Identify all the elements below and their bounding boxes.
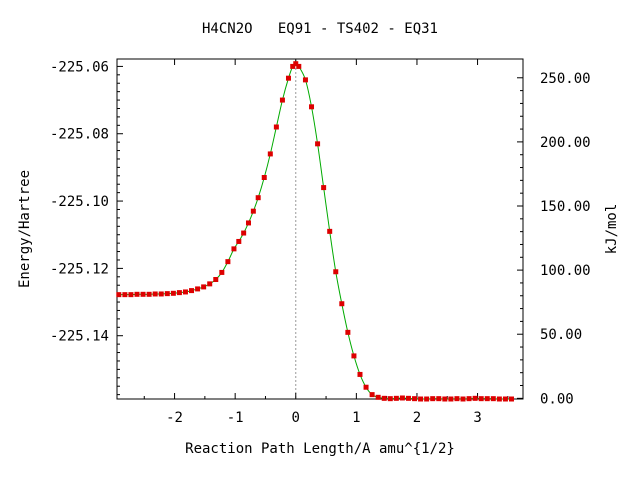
data-point (273, 124, 279, 130)
data-point (351, 353, 357, 359)
y-right-tick-label: 100.00 (540, 263, 591, 279)
data-point (321, 185, 327, 191)
y-left-tick-label: -225.08 (50, 127, 109, 143)
x-tick-label: 2 (413, 410, 421, 426)
y-left-tick-label: -225.06 (50, 59, 109, 75)
data-point (134, 291, 140, 297)
x-tick-label: 3 (473, 410, 481, 426)
data-point (345, 329, 351, 335)
data-point (424, 396, 430, 402)
data-point (170, 290, 176, 296)
data-point (472, 395, 478, 401)
data-point (236, 238, 242, 244)
data-point (146, 291, 152, 297)
data-point (369, 392, 375, 398)
data-point (182, 289, 188, 295)
x-axis-label: Reaction Path Length/A amu^{1/2} (185, 441, 455, 457)
data-point (502, 396, 508, 402)
data-point (363, 384, 369, 390)
data-point (122, 292, 128, 298)
data-point (387, 396, 393, 402)
data-point (381, 395, 387, 401)
x-tick-label: -2 (166, 410, 183, 426)
data-point (241, 230, 247, 236)
data-point (442, 396, 448, 402)
plot-frame (116, 58, 524, 400)
data-point (327, 228, 333, 234)
data-point (405, 395, 411, 401)
data-points (116, 61, 514, 402)
data-point (296, 63, 302, 69)
data-point (454, 396, 460, 402)
data-point (189, 288, 195, 294)
data-point (231, 246, 237, 252)
energy-curve (118, 63, 512, 400)
data-point (315, 141, 321, 147)
data-point (261, 175, 267, 180)
data-point (418, 396, 424, 402)
x-tick-label: 0 (292, 410, 300, 426)
data-point (290, 63, 296, 69)
data-point (430, 396, 436, 402)
data-point (152, 291, 158, 297)
data-point (478, 396, 484, 402)
data-point (466, 396, 472, 402)
y-right-tick-label: 200.00 (540, 135, 591, 151)
data-point (293, 61, 299, 67)
data-point (140, 291, 146, 297)
y-left-tick-label: -225.14 (50, 329, 109, 345)
data-point (412, 396, 418, 402)
data-point (201, 284, 207, 290)
data-point (436, 396, 442, 402)
data-point (375, 394, 381, 400)
x-axis: -2 -1 0 1 2 3 (143, 59, 509, 426)
data-point (508, 396, 514, 402)
data-point (460, 396, 466, 402)
y-axis-left: -225.06 -225.08 -225.10 -225.12 -225.14 (50, 59, 123, 396)
y-right-tick-label: 150.00 (540, 199, 591, 215)
y-left-tick-label: -225.12 (50, 261, 109, 277)
data-point (225, 259, 231, 265)
data-point (219, 269, 225, 275)
data-point (255, 195, 261, 201)
data-point (393, 395, 399, 401)
data-point (302, 77, 308, 83)
data-point (309, 104, 315, 110)
data-point (158, 291, 164, 297)
data-point (279, 97, 285, 103)
data-point (333, 269, 339, 275)
data-point (496, 396, 502, 402)
data-point (399, 395, 405, 401)
chart-title: H4CN2O EQ91 - TS402 - EQ31 (202, 21, 438, 37)
data-point (357, 371, 363, 377)
y-right-tick-label: 0.00 (540, 391, 574, 407)
data-point (195, 286, 201, 292)
x-tick-label: -1 (227, 410, 244, 426)
data-point (246, 220, 251, 226)
y-left-tick-label: -225.10 (50, 194, 109, 210)
data-point (164, 291, 170, 297)
y-right-tick-label: 50.00 (540, 327, 582, 343)
x-tick-label: 1 (352, 410, 360, 426)
y-right-tick-label: 250.00 (540, 71, 591, 87)
data-point (484, 396, 490, 402)
data-point (285, 75, 291, 81)
data-point (128, 292, 134, 298)
data-point (250, 208, 256, 214)
data-point (339, 301, 345, 307)
y-axis-left-label: Energy/Hartree (17, 170, 33, 288)
data-point (207, 281, 213, 287)
data-point (176, 290, 182, 296)
data-point (267, 151, 273, 157)
y-axis-right: 250.00 200.00 150.00 100.00 50.00 0.00 (517, 71, 591, 407)
data-point (448, 396, 454, 402)
data-point (116, 292, 122, 298)
data-point (213, 277, 219, 282)
data-point (490, 396, 496, 402)
y-axis-right-label: kJ/mol (604, 204, 620, 255)
